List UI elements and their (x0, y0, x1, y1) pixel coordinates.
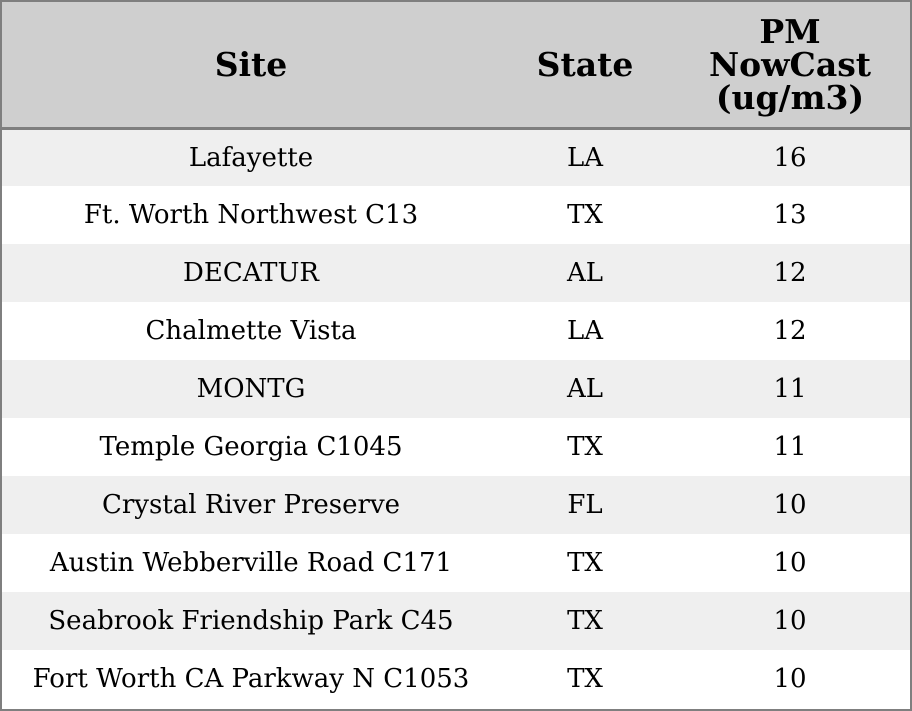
table-row: DECATUR AL 12 (2, 244, 910, 302)
table-row: Lafayette LA 16 (2, 128, 910, 186)
column-header-site: Site (2, 2, 500, 130)
cell-site: Crystal River Preserve (101, 490, 401, 520)
cell-site: Temple Georgia C1045 (99, 432, 403, 462)
cell-site: Fort Worth CA Parkway N C1053 (32, 664, 470, 694)
cell-state: TX (567, 548, 603, 578)
cell-state: AL (566, 374, 604, 404)
column-header-pm-nowcast: PM NowCast (ug/m3) (670, 2, 910, 130)
cell-state: TX (567, 606, 603, 636)
cell-pm-nowcast: 10 (773, 490, 807, 520)
table-row: Austin Webberville Road C171 TX 10 (2, 534, 910, 592)
table-row: Crystal River Preserve FL 10 (2, 476, 910, 534)
cell-state: LA (566, 316, 604, 346)
cell-state: TX (567, 664, 603, 694)
cell-state: FL (567, 490, 603, 520)
column-header-pm-line-3: (ug/m3) (715, 77, 865, 117)
cell-site: Chalmette Vista (145, 316, 357, 346)
cell-site: MONTG (196, 374, 306, 404)
table-row: Fort Worth CA Parkway N C1053 TX 10 (2, 650, 910, 708)
cell-pm-nowcast: 11 (773, 374, 807, 404)
cell-pm-nowcast: 12 (773, 316, 807, 346)
table-header: Site State PM NowCast (ug/m3) (2, 2, 910, 130)
cell-state: TX (567, 200, 603, 230)
column-header-pm-line-2: NowCast (708, 44, 872, 84)
column-header-state: State (500, 2, 670, 130)
cell-state: TX (567, 432, 603, 462)
cell-pm-nowcast: 13 (773, 200, 807, 230)
table-body: Lafayette LA 16 Ft. Worth Northwest C13 TX 13… (2, 128, 910, 708)
cell-state: LA (566, 142, 604, 173)
table-row: Seabrook Friendship Park C45 TX 10 (2, 592, 910, 650)
cell-pm-nowcast: 10 (773, 664, 807, 694)
table-row: Ft. Worth Northwest C13 TX 13 (2, 186, 910, 244)
table-row: Temple Georgia C1045 TX 11 (2, 418, 910, 476)
cell-site: Austin Webberville Road C171 (49, 548, 453, 578)
cell-site: Ft. Worth Northwest C13 (83, 200, 419, 230)
cell-site: DECATUR (183, 258, 319, 288)
cell-pm-nowcast: 12 (773, 258, 807, 288)
cell-pm-nowcast: 11 (773, 432, 807, 462)
cell-site: Lafayette (188, 142, 314, 173)
header-row: Site State PM NowCast (ug/m3) (2, 2, 910, 130)
cell-site: Seabrook Friendship Park C45 (48, 606, 454, 636)
cell-pm-nowcast: 16 (773, 142, 807, 173)
table-row: MONTG AL 11 (2, 360, 910, 418)
cell-state: AL (566, 258, 604, 288)
cell-pm-nowcast: 10 (773, 606, 807, 636)
column-header-pm-line-1: PM (759, 11, 821, 51)
cell-pm-nowcast: 10 (773, 548, 807, 578)
table-row: Chalmette Vista LA 12 (2, 302, 910, 360)
